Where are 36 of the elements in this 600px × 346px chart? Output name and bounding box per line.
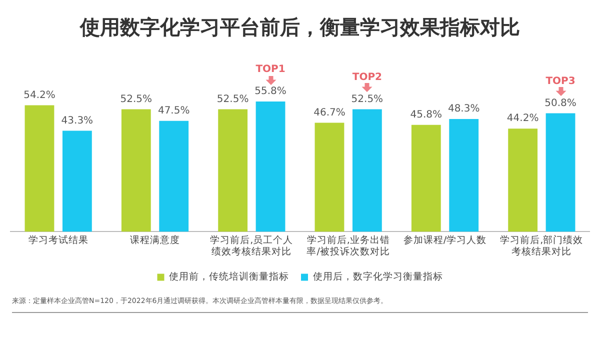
annotation: TOP3 [546,76,576,87]
bar [159,120,189,232]
data-label: 52.5% [351,94,384,105]
bar [352,109,382,232]
data-label: 52.5% [120,94,152,105]
bar [411,124,441,232]
annotation: TOP2 [352,72,382,83]
annotation: TOP1 [256,64,286,76]
data-label: 48.3% [448,104,480,115]
bar [508,128,538,232]
data-label: 47.5% [158,106,190,117]
bar [314,122,344,232]
bar [449,119,479,232]
bar [256,102,286,232]
legend-label: 使用后，数字化学习衡量指标 [312,270,443,283]
data-label: 55.8% [254,86,286,98]
data-label: 54.2% [24,90,56,101]
data-label: 46.7% [314,107,346,118]
data-label: 43.3% [61,115,94,126]
bar [546,113,576,232]
data-label: 45.8% [410,109,442,120]
x-tick-label: 参加课程/学习人数 [403,234,487,246]
x-tick-label: 学习前后,员工个人绩效考核结果对比 [210,234,294,258]
x-tick-label: 课程满意度 [130,234,180,246]
data-label: 52.5% [216,94,249,105]
data-label: 44.2% [506,113,539,124]
bar [121,109,151,232]
bar [62,130,92,232]
data-label: 50.8% [544,98,576,109]
bar [24,105,54,232]
x-tick-label: 学习考试结果 [28,234,88,246]
legend-label: 使用前，传统培训衡量指标 [169,270,289,283]
x-tick-label: 学习前后,部门绩效考核结果对比 [500,234,584,258]
chart-title: 使用数字化学习平台前后，衡量学习效果指标对比 [78,14,521,41]
x-tick-label: 学习前后,业务出错率/被投诉次数对比 [306,234,390,258]
bar [218,109,248,232]
